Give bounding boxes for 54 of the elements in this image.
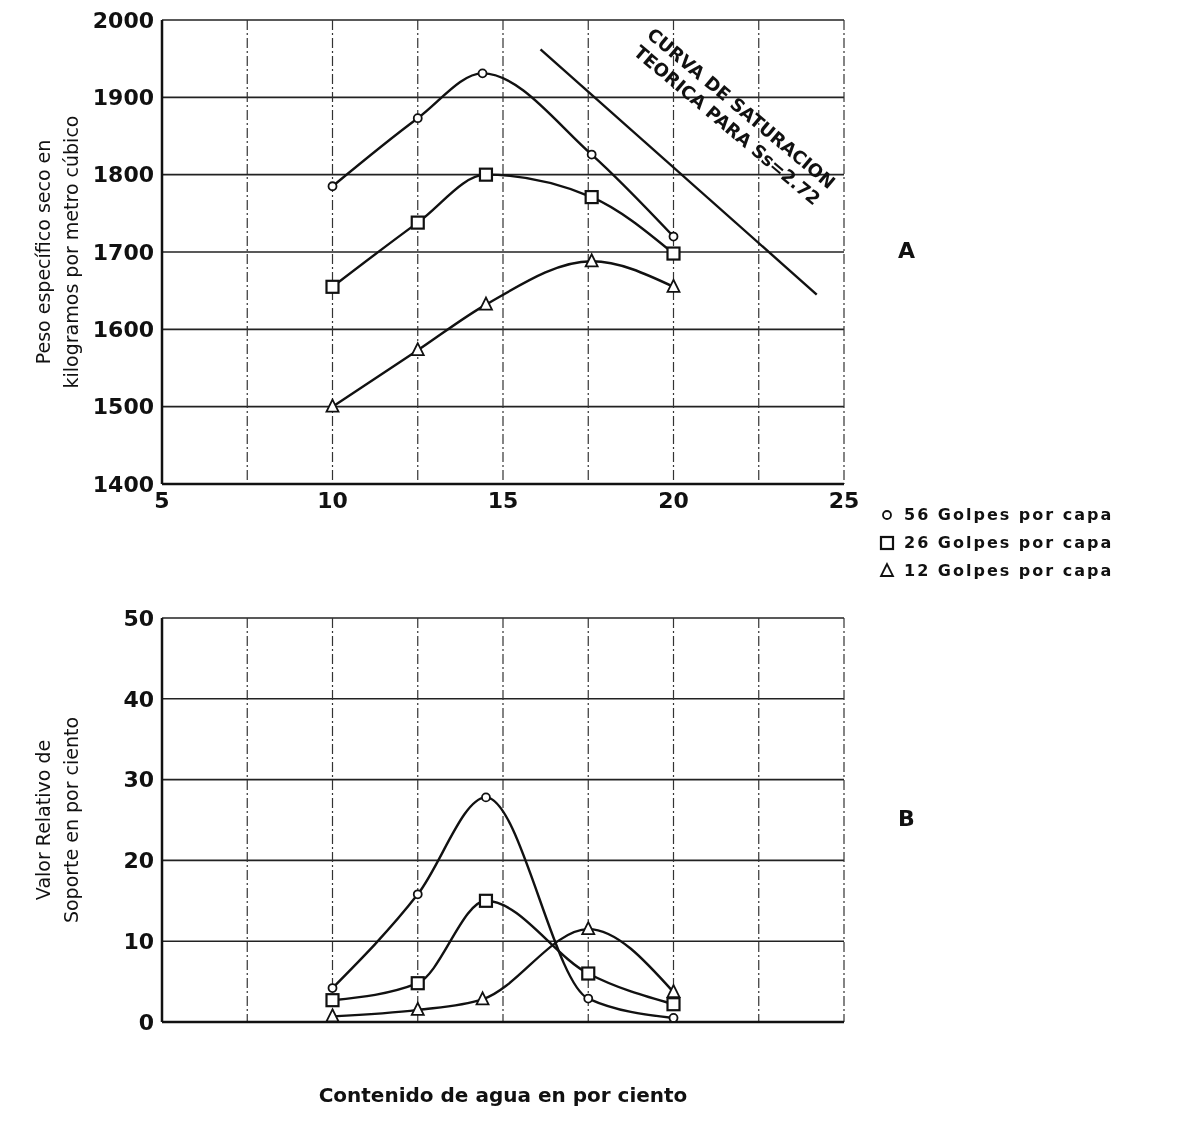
y-tick-label: 30 xyxy=(123,767,154,793)
text: B xyxy=(898,806,915,831)
point xyxy=(479,296,493,311)
point xyxy=(327,181,338,192)
x-tick-label: 20 xyxy=(658,487,689,513)
point xyxy=(586,149,597,160)
point xyxy=(410,1001,425,1016)
x-tick-label: 5 xyxy=(154,487,170,513)
point xyxy=(412,889,423,900)
y-axis-title: Valor Relativo de Soporte en por ciento xyxy=(32,716,82,924)
y-tick-label: 1700 xyxy=(92,239,154,265)
point xyxy=(478,167,494,182)
point xyxy=(666,246,681,261)
y-tick-label: 1900 xyxy=(92,85,154,111)
point xyxy=(584,189,599,205)
legend-label: 56 Golpes por capa xyxy=(904,504,1114,524)
point xyxy=(410,215,425,230)
y-tick-label: 1400 xyxy=(92,471,154,497)
y-tick-label: 50 xyxy=(123,605,154,631)
point xyxy=(583,993,594,1004)
point xyxy=(668,1013,679,1022)
point xyxy=(410,976,425,991)
point xyxy=(412,113,423,124)
point xyxy=(327,983,338,993)
point xyxy=(481,792,491,803)
x-tick-label: 15 xyxy=(487,487,519,513)
y-tick-label: 40 xyxy=(123,686,154,712)
legend-label: 26 Golpes por capa xyxy=(904,532,1114,552)
point xyxy=(666,278,681,293)
y-tick-label: 1600 xyxy=(92,317,154,343)
y-axis-title: Peso específico seco en kilogramos por metro cúbico xyxy=(32,115,82,389)
legend-label: 12 Golpes por capa xyxy=(904,560,1114,580)
y-tick-label: 20 xyxy=(123,848,154,874)
point xyxy=(668,231,679,242)
y-tick-label: 0 xyxy=(138,1009,154,1035)
x-tick-label: 10 xyxy=(317,487,348,513)
point xyxy=(478,893,494,908)
point xyxy=(477,68,488,79)
point xyxy=(581,966,596,981)
y-tick-label: 1800 xyxy=(92,162,154,188)
point xyxy=(475,991,490,1006)
point xyxy=(584,253,599,268)
y-tick-label: 10 xyxy=(123,929,154,955)
y-tick-label: 2000 xyxy=(92,7,154,33)
text: A xyxy=(898,238,916,263)
point xyxy=(325,398,340,413)
point xyxy=(581,921,596,935)
point xyxy=(325,993,340,1008)
point xyxy=(325,279,340,294)
x-tick-label: 25 xyxy=(828,487,860,513)
x-axis-title: Contenido de agua en por ciento xyxy=(318,1083,688,1107)
y-tick-label: 1500 xyxy=(92,394,154,420)
point xyxy=(410,342,425,357)
point xyxy=(666,997,681,1012)
